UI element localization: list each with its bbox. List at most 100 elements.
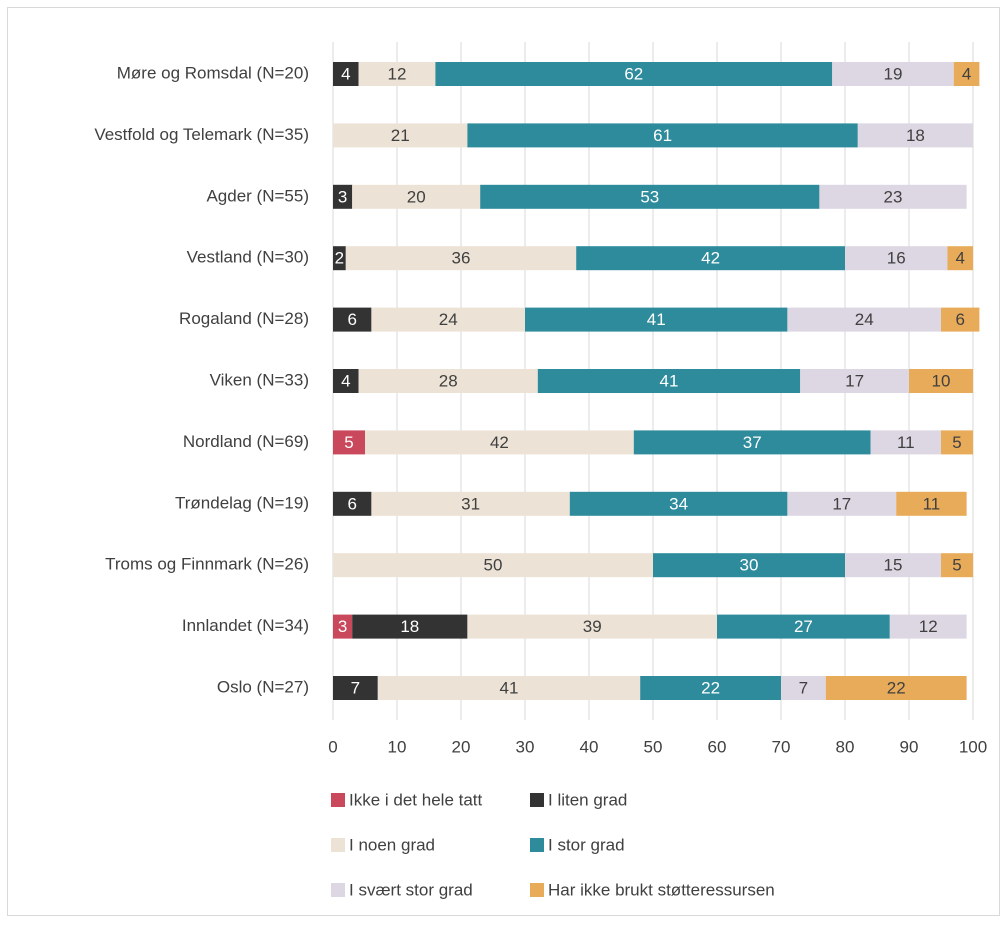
x-tick-label: 20 <box>452 737 471 756</box>
bar-segment <box>576 246 845 271</box>
data-label: 37 <box>743 433 762 452</box>
bar-segment <box>537 369 801 393</box>
data-label: 24 <box>439 310 458 329</box>
data-label: 3 <box>338 617 347 636</box>
chart-frame <box>7 7 1000 916</box>
data-label: 41 <box>647 310 666 329</box>
legend-swatch <box>331 883 345 897</box>
data-label: 42 <box>701 249 720 268</box>
legend-label: Har ikke brukt støtteressursen <box>548 880 775 899</box>
data-label: 4 <box>341 371 350 390</box>
x-tick-label: 30 <box>516 737 535 756</box>
bar-segment <box>333 307 372 332</box>
bar-segment <box>640 676 781 700</box>
data-label: 39 <box>583 617 602 636</box>
data-label: 15 <box>884 556 903 575</box>
bar-segment <box>941 307 980 332</box>
bar-segment <box>333 184 353 209</box>
bar-segment <box>845 553 941 578</box>
data-label: 28 <box>439 371 458 390</box>
data-label: 20 <box>407 187 426 206</box>
legend-label: Ikke i det hele tatt <box>349 790 483 809</box>
data-label: 12 <box>388 64 407 83</box>
bar-segment <box>781 676 826 700</box>
x-tick-label: 10 <box>388 737 407 756</box>
bar-segment <box>480 184 820 209</box>
bar-segment <box>358 369 538 393</box>
bar-segment <box>870 430 941 455</box>
data-label: 16 <box>887 249 906 268</box>
data-label: 17 <box>845 371 864 390</box>
y-tick-label: Oslo (N=27) <box>217 677 309 696</box>
data-label: 62 <box>624 64 643 83</box>
bar-segment <box>352 614 468 639</box>
data-label: 22 <box>887 678 906 697</box>
data-label: 61 <box>653 126 672 145</box>
bar-segment <box>717 614 890 639</box>
data-label: 42 <box>490 433 509 452</box>
y-tick-label: Agder (N=55) <box>206 186 309 205</box>
data-label: 24 <box>855 310 874 329</box>
bar-segment <box>467 123 858 148</box>
data-label: 4 <box>955 249 964 268</box>
bar-segment <box>371 491 570 516</box>
bar-segment <box>845 246 948 271</box>
data-label: 22 <box>701 678 720 697</box>
bar-segment <box>371 307 525 332</box>
y-tick-label: Møre og Romsdal (N=20) <box>117 63 309 82</box>
bar-segment <box>345 246 577 271</box>
bar-segment <box>333 62 359 86</box>
legend-label: I stor grad <box>548 835 625 854</box>
x-tick-label: 100 <box>959 737 987 756</box>
bar-segment <box>333 246 346 271</box>
data-label: 7 <box>799 678 808 697</box>
data-label: 21 <box>391 126 410 145</box>
data-label: 5 <box>952 556 961 575</box>
bar-segment <box>633 430 871 455</box>
bar-segment <box>525 307 788 332</box>
bar-segment <box>947 246 973 271</box>
bar-segment <box>896 491 967 516</box>
y-tick-label: Viken (N=33) <box>210 370 309 389</box>
bar-segment <box>819 184 967 209</box>
data-label: 4 <box>962 64 971 83</box>
bar-segment <box>825 676 967 700</box>
bar-segment <box>333 430 365 455</box>
data-label: 23 <box>884 187 903 206</box>
y-tick-label: Innlandet (N=34) <box>182 616 309 635</box>
x-tick-label: 70 <box>772 737 791 756</box>
bar-segment <box>333 369 359 393</box>
data-label: 41 <box>500 678 519 697</box>
data-label: 19 <box>884 64 903 83</box>
data-label: 3 <box>338 187 347 206</box>
x-tick-label: 0 <box>328 737 337 756</box>
y-tick-label: Vestland (N=30) <box>187 248 309 267</box>
bar-segment <box>467 614 717 639</box>
legend-label: I liten grad <box>548 790 627 809</box>
data-label: 10 <box>932 371 951 390</box>
bar-segment <box>941 430 973 455</box>
data-label: 6 <box>955 310 964 329</box>
bar-segment <box>569 491 788 516</box>
bar-segment <box>832 62 954 86</box>
legend-label: I svært stor grad <box>349 880 473 899</box>
x-tick-label: 50 <box>644 737 663 756</box>
data-label: 53 <box>640 187 659 206</box>
data-label: 11 <box>897 433 915 452</box>
data-label: 2 <box>335 249 344 268</box>
data-label: 41 <box>660 371 679 390</box>
y-tick-label: Rogaland (N=28) <box>179 309 309 328</box>
bar-segment <box>909 369 973 393</box>
bar-segment <box>358 62 436 86</box>
data-label: 50 <box>484 556 503 575</box>
data-label: 30 <box>740 556 759 575</box>
bar-segment <box>333 491 372 516</box>
bar-segment <box>365 430 634 455</box>
legend-swatch <box>530 793 544 807</box>
bar-segment <box>787 307 941 332</box>
data-label: 5 <box>344 433 353 452</box>
data-label: 7 <box>351 678 360 697</box>
bar-segment <box>941 553 973 578</box>
bar-segment <box>857 123 973 148</box>
data-label: 27 <box>794 617 813 636</box>
